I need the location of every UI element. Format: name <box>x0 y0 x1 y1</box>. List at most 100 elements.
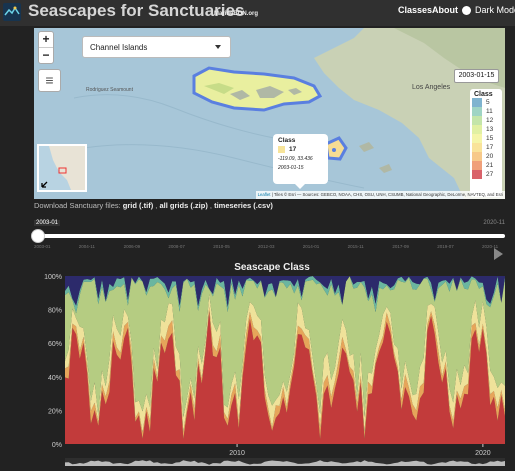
popup-swatch <box>278 146 285 153</box>
popup-coords: -119.09, 33.436 <box>278 156 313 162</box>
legend-item: 11 <box>472 107 500 116</box>
app-logo[interactable] <box>3 3 21 21</box>
legend-swatch <box>472 98 482 107</box>
y-tick-label: 100% <box>44 274 62 281</box>
zoom-control: + − <box>38 31 54 64</box>
slider-track[interactable] <box>34 234 505 238</box>
legend-item: 5 <box>472 98 500 107</box>
layers-button[interactable]: ≡ <box>38 69 61 92</box>
popup-value: 17 <box>289 146 297 153</box>
area-series-yellow <box>65 294 505 433</box>
legend-item: 17 <box>472 143 500 152</box>
slider-tick-label: 2017-09 <box>392 244 409 249</box>
legend-label: 27 <box>486 171 494 178</box>
map-legend: Class 5 11 12 13 15 17 20 21 27 <box>470 89 502 197</box>
legend-swatch <box>472 116 482 125</box>
dark-mode-label: Dark Mode <box>475 5 515 15</box>
slider-tick-label: 2008-07 <box>168 244 185 249</box>
download-links: Download Sanctuary files: grid (.tif) , … <box>34 201 273 210</box>
popup-title: Class <box>278 137 296 144</box>
legend-swatch <box>472 161 482 170</box>
legend-item: 13 <box>472 125 500 134</box>
y-tick-label: 80% <box>48 308 62 315</box>
legend-label: 20 <box>486 153 494 160</box>
slider-tick-label: 2019-07 <box>437 244 454 249</box>
download-timeseries-link[interactable]: timeseries (.csv) <box>214 201 273 210</box>
slider-tick-label: 2003-01 <box>34 244 51 249</box>
download-grid-link[interactable]: grid (.tif) <box>122 201 154 210</box>
legend-label: 13 <box>486 126 494 133</box>
nav-classes[interactable]: Classes <box>398 5 433 15</box>
slider-tick-label: 2014-01 <box>302 244 320 249</box>
y-tick-label: 60% <box>48 341 62 348</box>
download-sep: , <box>207 201 215 210</box>
sanctuary-select-value: Channel Islands <box>90 43 148 52</box>
map[interactable]: Rodriguez Seamount Los Angeles + − ≡ Cha… <box>34 28 505 199</box>
map-date: 2003-01-15 <box>454 69 499 83</box>
download-sep: , <box>153 201 160 210</box>
popup-date: 2003-01-15 <box>278 165 304 171</box>
legend-swatch <box>472 125 482 134</box>
slider-handle[interactable] <box>31 229 45 243</box>
legend-swatch <box>472 170 482 179</box>
date-slider: 2003-01 2020-11 2003-01 2004-11 2006-09 200… <box>31 218 505 260</box>
slider-tick-label: 2010-05 <box>213 244 230 249</box>
area-series-orange <box>65 306 505 439</box>
map-attribution: Leaflet | Tiles © Esri — Sources: GEBCO,… <box>255 191 505 199</box>
legend-label: 15 <box>486 135 494 142</box>
slider-tick-label: 2015-11 <box>347 244 364 249</box>
legend-item: 12 <box>472 116 500 125</box>
slider-current-value: 2003-01 <box>34 220 61 226</box>
label-los-angeles: Los Angeles <box>412 84 451 91</box>
legend-title: Class <box>474 91 493 98</box>
legend-item: 20 <box>472 152 500 161</box>
zoom-in-button[interactable]: + <box>39 32 53 48</box>
app-subtitle[interactable]: MarineBON.org <box>214 11 259 17</box>
legend-label: 5 <box>486 99 490 106</box>
legend-item: 21 <box>472 161 500 170</box>
label-seamount: Rodriguez Seamount <box>86 87 134 93</box>
area-series-red <box>65 311 505 444</box>
dark-mode-toggle[interactable] <box>462 6 471 15</box>
leaflet-link[interactable]: Leaflet <box>257 192 271 197</box>
minimap[interactable] <box>37 144 87 192</box>
y-tick-label: 0% <box>52 442 62 449</box>
legend-swatch <box>472 134 482 143</box>
x-tick-label: 2020 <box>475 450 491 457</box>
y-tick-label: 20% <box>48 408 62 415</box>
area-series-green <box>65 276 505 418</box>
app-title: Seascapes for Sanctuaries <box>28 1 245 20</box>
sanctuary-select[interactable]: Channel Islands <box>82 36 231 58</box>
zoom-out-button[interactable]: − <box>42 48 50 62</box>
layers-icon: ≡ <box>45 72 54 88</box>
slider-tick-label: 2004-11 <box>78 244 95 249</box>
nav-about[interactable]: About <box>432 5 458 15</box>
chart-svg: 0% 20% 40% 60% 80% 100% 2010 2020 <box>44 274 505 468</box>
slider-tick-label: 2020-11 <box>482 244 499 249</box>
legend-label: 12 <box>486 117 494 124</box>
chart-title: Seascape Class <box>234 262 310 273</box>
x-tick-label: 2010 <box>229 450 245 457</box>
area-series-navy <box>65 276 505 307</box>
download-all-grids-link[interactable]: all grids (.zip) <box>159 201 208 210</box>
legend-item: 15 <box>472 134 500 143</box>
slider-tick-label: 2006-09 <box>123 244 141 249</box>
area-series-teal <box>65 276 505 314</box>
legend-label: 17 <box>486 144 494 151</box>
legend-swatch <box>472 152 482 161</box>
legend-swatch <box>472 143 482 152</box>
seascape-chart: Seascape Class 0% 20% 40% 60% 80% 100% 2010 202… <box>34 262 510 468</box>
navbar: Seascapes for Sanctuaries MarineBON.org … <box>0 0 515 26</box>
legend-item: 27 <box>472 170 500 179</box>
play-icon[interactable] <box>494 248 503 260</box>
slider-tick-label: 2012-03 <box>258 244 275 249</box>
legend-label: 21 <box>486 162 494 169</box>
attribution-text: | Tiles © Esri — Sources: GEBCO, NOAA, C… <box>271 192 503 197</box>
map-popup: Class 17 -119.09, 33.436 2003-01-15 <box>273 134 328 189</box>
download-prefix: Download Sanctuary files: <box>34 201 123 210</box>
slider-max-value: 2020-11 <box>483 220 505 226</box>
y-tick-label: 40% <box>48 375 62 382</box>
minimap-toggle-icon <box>41 181 48 188</box>
legend-label: 11 <box>486 108 493 115</box>
legend-swatch <box>472 107 482 116</box>
